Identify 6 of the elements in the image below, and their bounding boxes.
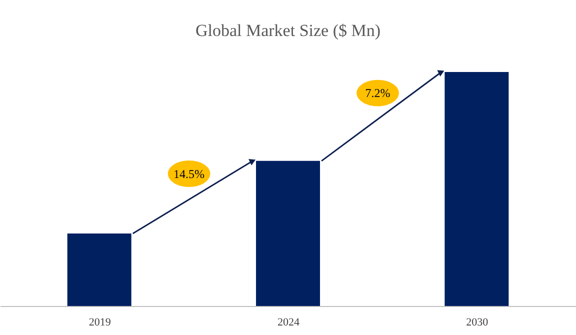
annotation: 14.5% bbox=[174, 166, 205, 181]
chart-title: Global Market Size ($ Mn) bbox=[195, 21, 381, 40]
annotation: 7.2% bbox=[365, 86, 390, 100]
x-tick-label: 2019 bbox=[88, 316, 112, 328]
x-tick-label: 2024 bbox=[278, 316, 300, 328]
x-tick-label: 2030 bbox=[466, 316, 489, 328]
